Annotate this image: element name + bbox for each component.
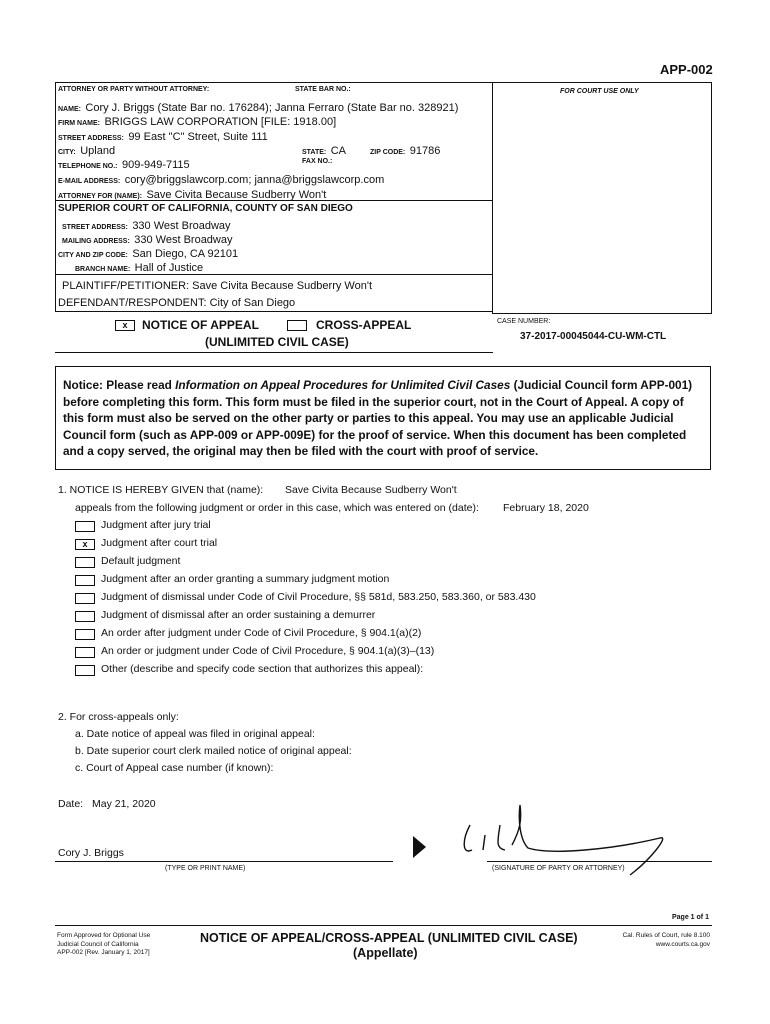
zip-label: ZIP CODE: [370,149,406,156]
judgment-type-label: Judgment after an order granting a summa… [101,573,390,585]
judgment-type-checkbox[interactable] [75,575,95,586]
attorney-for: Save Civita Because Sudberry Won't [146,189,327,201]
judgment-type-checkbox[interactable] [75,521,95,532]
judgment-type-checkbox[interactable] [75,611,95,622]
case-number-label: CASE NUMBER: [497,318,551,325]
footer-left: Form Approved for Optional Use [57,932,151,939]
footer-title: NOTICE OF APPEAL/CROSS-APPEAL (UNLIMITED… [200,931,578,945]
street-address: 99 East "C" Street, Suite 111 [128,131,268,143]
item2-b: b. Date superior court clerk mailed noti… [75,745,352,757]
court-mailing-label: MAILING ADDRESS: [62,238,130,245]
signature [463,804,664,876]
item2-a: a. Date notice of appeal was filed in or… [75,728,315,740]
phone: 909-949-7115 [121,159,190,171]
footer-subtitle: (Appellate) [353,946,418,960]
signature-line [487,861,712,863]
plaintiff: PLAINTIFF/PETITIONER: Save Civita Becaus… [62,280,372,292]
notice-text: (Judicial Council form APP-001) before c… [63,378,693,458]
judgment-type-label: Default judgment [101,555,181,567]
judgment-type-checkbox[interactable] [75,647,95,658]
title-sub: (UNLIMITED CIVIL CASE) [205,335,349,349]
divider [55,352,493,354]
state: CA [330,145,346,157]
cross-appeal-checkbox[interactable] [287,320,307,331]
judgment-type-label: Judgment after court trial [101,537,218,549]
attorney-name: Cory J. Briggs (State Bar no. 176284); J… [85,102,459,114]
item2-c: c. Court of Appeal case number (if known… [75,762,274,774]
branch-label: BRANCH NAME: [75,266,131,273]
case-number: 37-2017-00045044-CU-WM-CTL [520,331,667,342]
city-label: CITY: [58,149,76,156]
branch: Hall of Justice [134,262,204,274]
court-use-box [492,82,712,314]
judgment-type-checkbox[interactable] [75,593,95,604]
defendant: DEFENDANT/RESPONDENT: City of San Diego [58,297,296,309]
footer-right: www.courts.ca.gov [655,940,710,948]
footer-right: Cal. Rules of Court, rule 8.100 [622,932,710,939]
judgment-type-checkbox[interactable] [75,665,95,676]
judgment-type-label: Judgment of dismissal under Code of Civi… [101,591,536,603]
print-name-label: (TYPE OR PRINT NAME) [165,865,246,872]
name-line [55,861,393,863]
street-label: STREET ADDRESS: [58,135,124,142]
email: cory@briggslawcorp.com; janna@briggslawc… [124,174,385,186]
fax-label: FAX NO.: [302,158,333,165]
judgment-type-label: Judgment of dismissal after an order sus… [101,609,376,621]
attorney-header: ATTORNEY OR PARTY WITHOUT ATTORNEY: [58,86,210,93]
email-label: E-MAIL ADDRESS: [58,178,121,185]
judgment-type-label: Judgment after jury trial [101,519,211,531]
judgment-type-checkbox[interactable]: x [75,539,95,550]
court-cityzip-label: CITY AND ZIP CODE: [58,252,128,259]
signer-name: Cory J. Briggs [58,847,124,859]
judgment-type-label: An order after judgment under Code of Ci… [101,627,422,639]
court-title: SUPERIOR COURT OF CALIFORNIA, COUNTY OF … [58,203,353,214]
notice-text: Notice: Please read [63,378,176,392]
firm-label: FIRM NAME: [58,120,100,127]
judgment-type-label: An order or judgment under Code of Civil… [101,645,435,657]
signing-date: May 21, 2020 [92,798,156,810]
divider [55,200,493,202]
court-street: 330 West Broadway [132,220,231,232]
notice-box: Notice: Please read Information on Appea… [55,366,711,470]
state-label: STATE: [302,149,327,156]
form-id: APP-002 [660,62,713,77]
signature-label: (SIGNATURE OF PARTY OR ATTORNEY) [492,865,625,872]
date-label: Date: [58,798,84,810]
item1-label: 1. NOTICE IS HEREBY GIVEN that (name): [58,484,264,496]
notice-text-italic: Information on Appeal Procedures for Unl… [175,378,511,392]
firm-name: BRIGGS LAW CORPORATION [FILE: 1918.00] [104,116,337,128]
judgment-type-checkbox[interactable] [75,629,95,640]
footer-left: Judicial Council of California [57,940,139,948]
judgment-type-checkbox[interactable] [75,557,95,568]
footer-left: APP-002 [Rev. January 1, 2017] [57,949,150,956]
court-cityzip: San Diego, CA 92101 [132,248,239,260]
page-number: Page 1 of 1 [672,914,709,921]
court-street-label: STREET ADDRESS: [62,224,128,231]
court-mailing: 330 West Broadway [134,234,233,246]
phone-label: TELEPHONE NO.: [58,163,118,170]
item2-label: 2. For cross-appeals only: [58,711,179,723]
notice-title: NOTICE OF APPEAL [142,318,259,332]
court-use-label: FOR COURT USE ONLY [560,88,639,95]
state-bar-label: STATE BAR NO.: [295,86,351,93]
city: Upland [80,145,116,157]
appellant-name: Save Civita Because Sudberry Won't [285,484,457,496]
footer-line [55,925,712,927]
zip: 91786 [409,145,441,157]
judgment-date: February 18, 2020 [503,502,589,514]
name-label: NAME: [58,106,81,113]
notice-checkbox[interactable]: x [115,320,135,331]
cross-appeal-title: CROSS-APPEAL [316,318,412,332]
item1-line2: appeals from the following judgment or o… [75,502,479,514]
judgment-type-label: Other (describe and specify code section… [101,663,424,675]
divider [55,274,493,276]
attorney-for-label: ATTORNEY FOR (name): [58,193,142,200]
arrow-icon [413,836,426,858]
